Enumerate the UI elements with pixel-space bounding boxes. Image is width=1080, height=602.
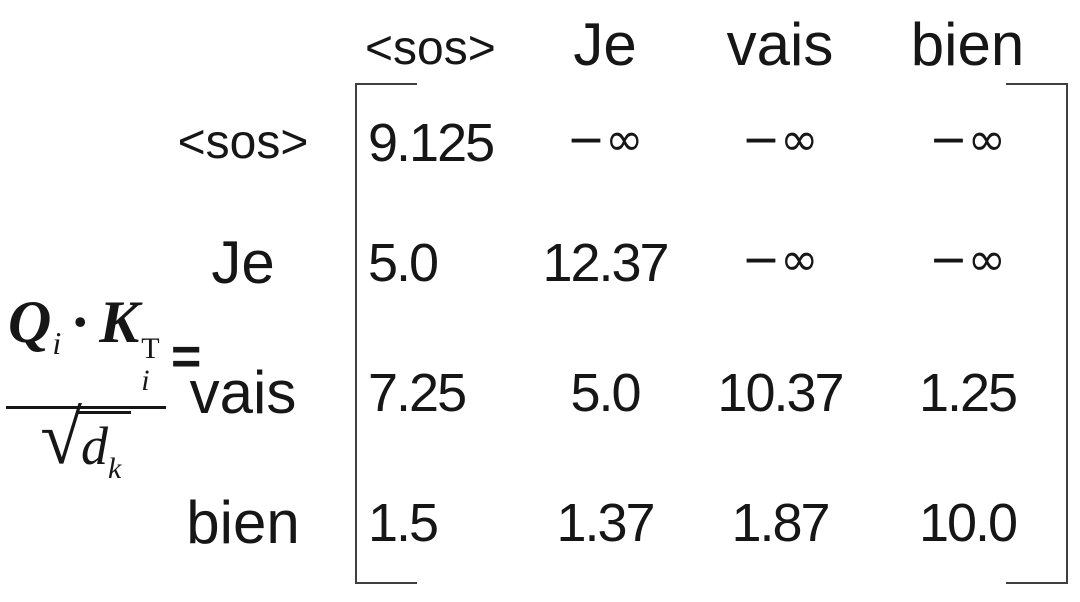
query-symbol: Q (8, 289, 52, 355)
matrix-cell-3-3: 10.0 (918, 492, 1018, 553)
matrix-cell-1-2: −∞ (741, 231, 819, 286)
dimension-subscript: k (108, 452, 122, 485)
matrix-cell-1-0: 5.0 (368, 232, 439, 293)
radicand: dk (77, 411, 132, 485)
transpose-superscript: T (141, 332, 160, 365)
matrix-left-bracket (355, 83, 417, 584)
matrix-cell-1-3: −∞ (929, 231, 1006, 286)
column-header-1: Je (573, 11, 637, 78)
matrix-cell-0-0: 9.125 (368, 112, 495, 173)
row-header-3: bien (186, 488, 300, 556)
row-header-2: vais (189, 358, 297, 426)
matrix-cell-2-2: 10.37 (717, 362, 844, 423)
matrix-cell-3-2: 1.87 (731, 492, 830, 553)
matrix-right-bracket (1006, 83, 1068, 584)
matrix-cell-2-0: 7.25 (368, 362, 467, 423)
key-symbol: K (99, 289, 140, 355)
matrix-cell-0-2: −∞ (741, 111, 819, 166)
square-root-symbol: √ (40, 396, 82, 480)
row-header-1: Je (211, 228, 275, 296)
matrix-cell-1-1: 12.37 (542, 232, 669, 293)
row-header-0: <sos> (177, 115, 309, 169)
matrix-cell-2-3: 1.25 (918, 362, 1018, 423)
matrix-cell-2-1: 5.0 (570, 362, 641, 423)
matrix-cell-0-3: −∞ (929, 111, 1006, 166)
equals-sign: = (171, 328, 202, 386)
matrix-cell-3-0: 1.5 (368, 492, 439, 553)
matrix-corner-spacer (140, 0, 355, 85)
dimension-symbol: d (81, 416, 108, 476)
key-subscript: i (141, 364, 150, 397)
dot-product-symbol: · (70, 289, 91, 355)
column-header-2: vais (726, 11, 834, 78)
matrix-cell-3-1: 1.37 (556, 492, 655, 553)
formula-denominator: √ dk (6, 396, 166, 485)
column-header-0: <sos> (365, 22, 496, 75)
query-subscript: i (52, 325, 62, 361)
matrix-grid: <sos> Je vais bien <sos> 9.125 −∞ −∞ −∞ Je 5.0 12.3… (140, 0, 1040, 585)
column-header-3: bien (910, 11, 1025, 78)
matrix-cell-0-1: −∞ (566, 111, 644, 166)
